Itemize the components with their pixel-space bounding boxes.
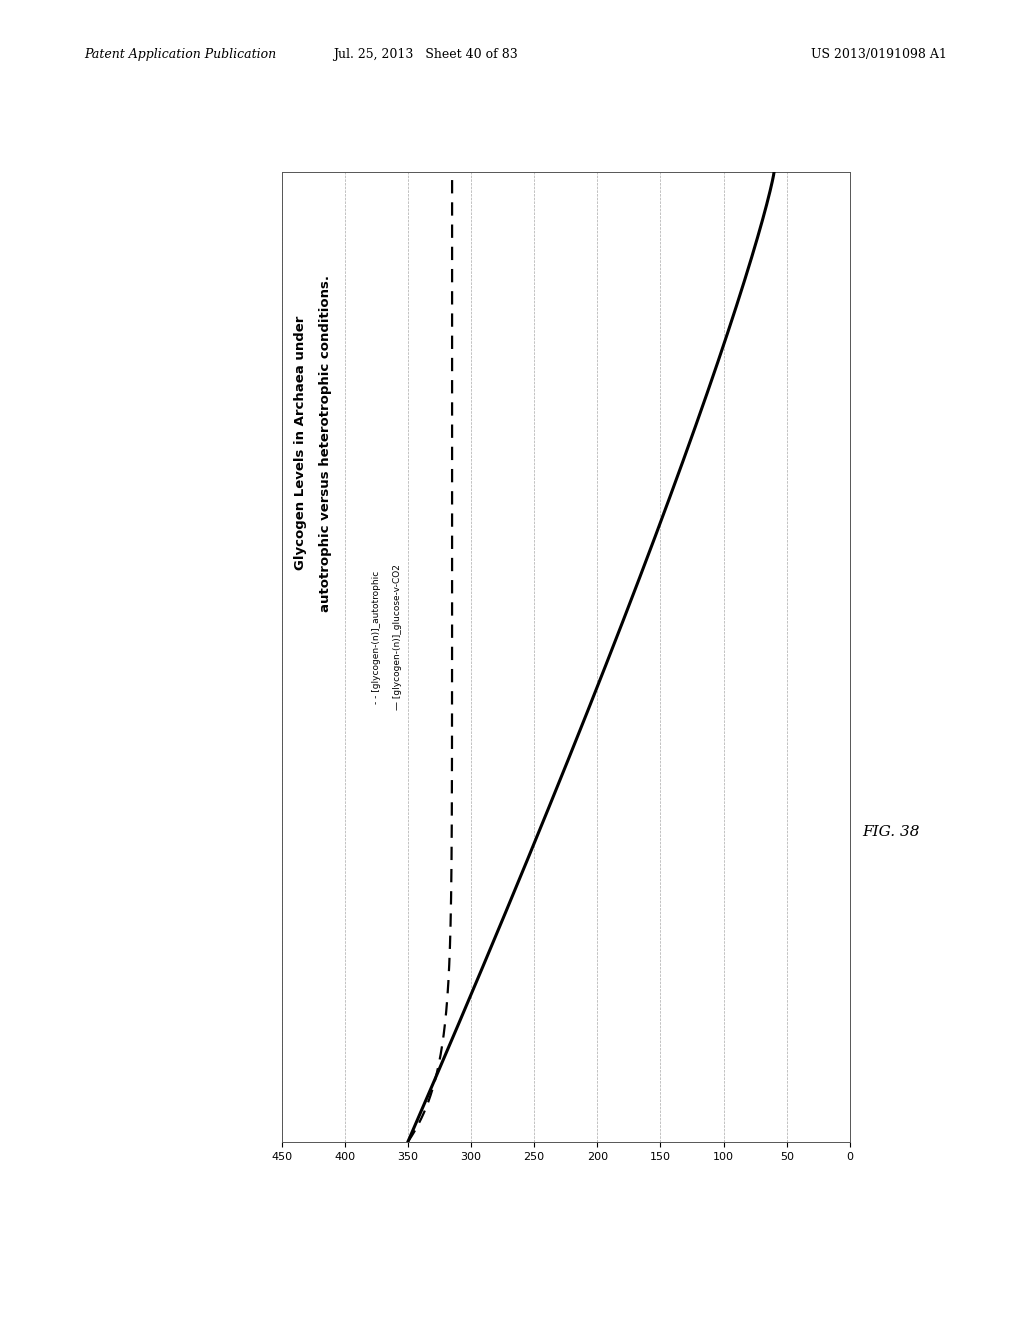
Text: Glycogen Levels in Archaea under: Glycogen Levels in Archaea under xyxy=(294,315,307,570)
Text: FIG. 38: FIG. 38 xyxy=(862,825,920,838)
Text: Patent Application Publication: Patent Application Publication xyxy=(84,48,276,61)
Text: US 2013/0191098 A1: US 2013/0191098 A1 xyxy=(811,48,947,61)
Text: — [glycogen-(n)]_glucose-v-CO2: — [glycogen-(n)]_glucose-v-CO2 xyxy=(393,565,402,710)
Text: autotrophic versus heterotrophic conditions.: autotrophic versus heterotrophic conditi… xyxy=(319,275,333,611)
Text: Jul. 25, 2013   Sheet 40 of 83: Jul. 25, 2013 Sheet 40 of 83 xyxy=(333,48,517,61)
Text: - - [glycogen-(n)]_autotrophic: - - [glycogen-(n)]_autotrophic xyxy=(372,570,381,704)
